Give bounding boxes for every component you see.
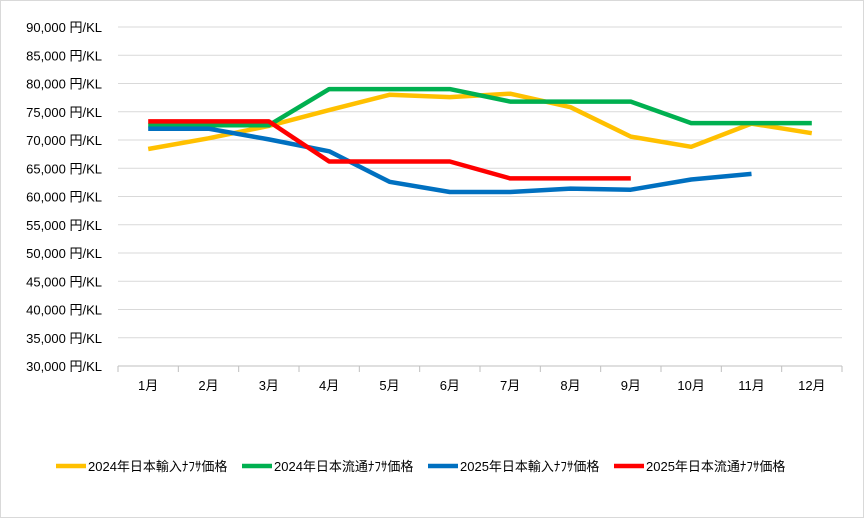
legend-label: 2024年日本輸入ﾅﾌｻ価格 — [88, 459, 227, 474]
legend: 2024年日本輸入ﾅﾌｻ価格 2024年日本流通ﾅﾌｻ価格 2025年日本輸入ﾅﾌｻ… — [56, 459, 785, 474]
y-tick-label: 30,000 円/KL — [26, 359, 102, 374]
series-line-2 — [148, 86, 812, 128]
x-tick-label: 4月 — [319, 378, 339, 393]
x-tick-label: 3月 — [259, 378, 279, 393]
y-tick-label: 65,000 円/KL — [26, 161, 102, 176]
x-tick-label: 7月 — [500, 378, 520, 393]
series-line-3 — [148, 126, 752, 195]
y-tick-label: 35,000 円/KL — [26, 331, 102, 346]
y-tick-label: 60,000 円/KL — [26, 190, 102, 205]
x-axis — [117, 365, 843, 372]
x-tick-label: 1月 — [138, 378, 158, 393]
y-tick-label: 80,000 円/KL — [26, 77, 102, 92]
y-axis-ticks: 90,000 円/KL 85,000 円/KL 80,000 円/KL 75,000 … — [26, 20, 102, 374]
x-tick-label: 5月 — [379, 378, 399, 393]
x-tick-label: 6月 — [440, 378, 460, 393]
x-tick-label: 12月 — [798, 378, 825, 393]
series-line-4 — [148, 119, 631, 181]
x-tick-label: 9月 — [621, 378, 641, 393]
x-axis-ticks: 1月 2月 3月 4月 5月 6月 7月 8月 9月 10月 11月 12月 — [138, 378, 826, 393]
x-tick-label: 2月 — [198, 378, 218, 393]
x-tick-label: 11月 — [738, 378, 765, 393]
y-tick-label: 85,000 円/KL — [26, 48, 102, 63]
x-tick-label: 10月 — [677, 378, 704, 393]
legend-label: 2025年日本輸入ﾅﾌｻ価格 — [460, 459, 599, 474]
gridlines — [118, 26, 842, 339]
legend-label: 2024年日本流通ﾅﾌｻ価格 — [274, 459, 413, 474]
y-tick-label: 90,000 円/KL — [26, 20, 102, 35]
y-tick-label: 75,000 円/KL — [26, 105, 102, 120]
x-tick-label: 8月 — [560, 378, 580, 393]
legend-label: 2025年日本流通ﾅﾌｻ価格 — [646, 459, 785, 474]
y-tick-label: 70,000 円/KL — [26, 133, 102, 148]
y-tick-label: 55,000 円/KL — [26, 218, 102, 233]
y-tick-label: 40,000 円/KL — [26, 303, 102, 318]
y-tick-label: 45,000 円/KL — [26, 274, 102, 289]
series-lines — [147, 86, 813, 195]
y-tick-label: 50,000 円/KL — [26, 246, 102, 261]
